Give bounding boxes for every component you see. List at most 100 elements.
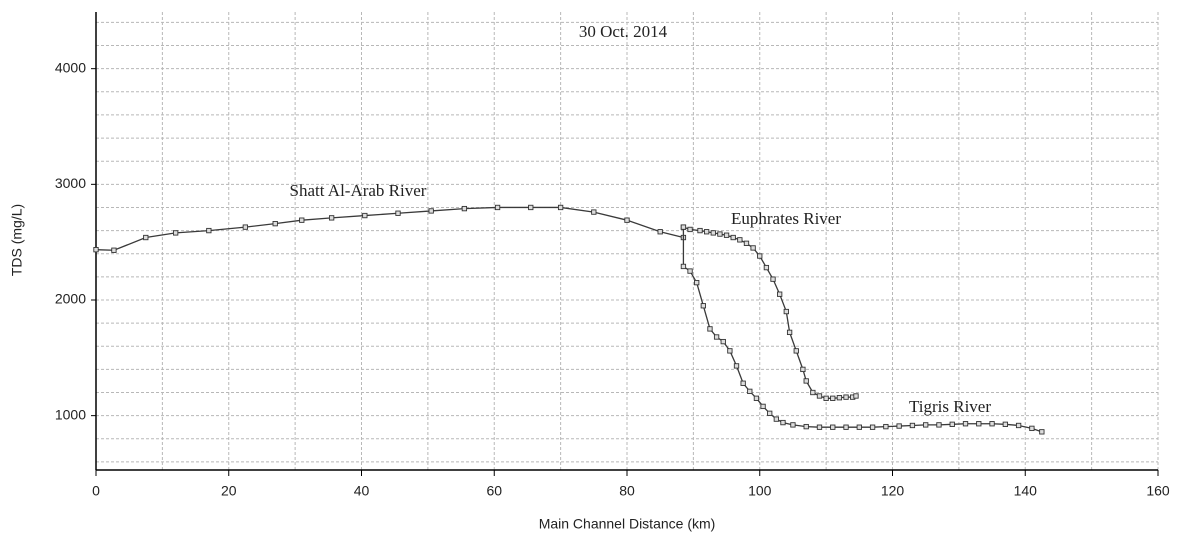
- point: [591, 209, 597, 215]
- point: [830, 424, 836, 430]
- point: [727, 348, 733, 354]
- point: [1002, 421, 1008, 427]
- point: [823, 395, 829, 401]
- point: [697, 227, 703, 234]
- point: [720, 338, 726, 345]
- y-tick-label: 3000: [55, 175, 86, 191]
- y-tick-label: 1000: [55, 406, 86, 422]
- x-tick-label: 100: [748, 483, 772, 499]
- point: [883, 423, 889, 430]
- annotation: Euphrates River: [731, 209, 841, 228]
- x-tick-label: 40: [354, 483, 370, 499]
- point: [810, 389, 816, 396]
- point: [830, 395, 836, 401]
- annotation: Shatt Al-Arab River: [290, 181, 427, 200]
- point: [793, 348, 799, 354]
- point: [737, 237, 743, 243]
- point: [753, 395, 760, 401]
- point: [760, 403, 766, 410]
- point: [816, 393, 823, 399]
- point: [111, 247, 117, 253]
- y-axis-label: TDS (mg/L): [9, 204, 25, 276]
- point: [896, 423, 902, 429]
- point: [657, 229, 663, 235]
- point: [624, 217, 630, 223]
- point: [777, 291, 783, 297]
- point: [272, 221, 278, 227]
- point: [853, 393, 859, 399]
- point: [557, 204, 564, 211]
- point: [687, 268, 693, 274]
- series-line: [95, 206, 684, 251]
- point: [700, 303, 706, 309]
- point: [869, 424, 876, 430]
- point: [836, 395, 843, 401]
- point: [800, 366, 806, 373]
- point: [694, 279, 700, 286]
- point: [843, 394, 849, 400]
- point: [713, 334, 720, 340]
- point: [723, 232, 730, 238]
- point: [242, 224, 248, 230]
- point: [909, 422, 916, 429]
- point: [949, 421, 955, 427]
- y-tick-label: 4000: [55, 59, 86, 75]
- point: [750, 245, 756, 251]
- series-line: [683, 226, 857, 399]
- point: [1029, 425, 1035, 432]
- point: [763, 264, 770, 271]
- point: [1039, 429, 1045, 435]
- x-tick-label: 140: [1014, 483, 1038, 499]
- x-tick-label: 160: [1146, 483, 1170, 499]
- point: [923, 422, 929, 428]
- point: [143, 234, 149, 241]
- point: [989, 421, 995, 427]
- point: [687, 226, 693, 233]
- point: [328, 215, 335, 221]
- point: [93, 247, 99, 253]
- point: [936, 422, 942, 428]
- point: [707, 326, 713, 332]
- point: [773, 416, 779, 422]
- point: [730, 234, 736, 241]
- point: [803, 423, 809, 430]
- point: [395, 210, 401, 216]
- point: [743, 240, 750, 246]
- point: [790, 422, 796, 428]
- point: [816, 424, 823, 430]
- point: [299, 217, 305, 223]
- point: [740, 380, 746, 386]
- x-tick-label: 20: [221, 483, 237, 499]
- x-axis-label: Main Channel Distance (km): [539, 516, 716, 532]
- point: [1015, 422, 1022, 429]
- x-tick-label: 80: [619, 483, 635, 499]
- point: [767, 410, 773, 416]
- x-tick-label: 60: [486, 483, 502, 499]
- point: [976, 421, 982, 427]
- point: [783, 308, 789, 315]
- point: [843, 424, 849, 430]
- point: [733, 363, 740, 369]
- point: [680, 224, 687, 230]
- point: [528, 204, 534, 211]
- point: [803, 378, 809, 384]
- point: [680, 263, 687, 270]
- point: [172, 230, 179, 236]
- y-tick-label: 2000: [55, 291, 86, 307]
- point: [704, 229, 710, 235]
- point: [717, 231, 723, 237]
- point: [428, 208, 434, 214]
- point: [786, 329, 793, 336]
- point: [362, 212, 368, 219]
- point: [757, 253, 763, 259]
- point: [494, 204, 501, 211]
- point: [780, 419, 786, 426]
- annotation: Tigris River: [909, 397, 991, 416]
- x-tick-label: 0: [92, 483, 100, 499]
- point: [461, 205, 468, 212]
- point: [747, 388, 753, 395]
- point: [856, 424, 862, 430]
- x-tick-label: 120: [881, 483, 905, 499]
